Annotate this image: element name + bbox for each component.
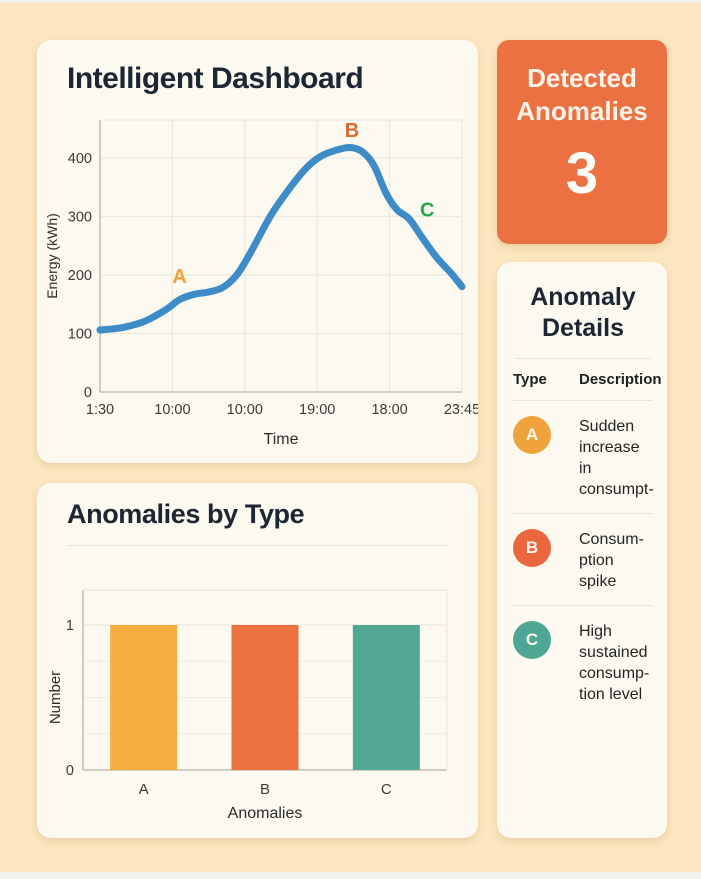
details-title-line1: Anomaly [530,283,636,311]
x-axis-title: Anomalies [228,805,303,822]
y-tick-label: 100 [68,327,92,343]
anomalies-by-type-title: Anomalies by Type [67,499,305,529]
y-axis-title: Energy (kWh) [44,213,60,299]
details-table-header: Type Description [513,359,662,401]
bytype-title-divider [67,545,448,546]
y-tick-label: 0 [84,385,92,401]
energy-line-series [96,143,466,334]
anomaly-details-title: Anomaly Details [513,282,653,344]
details-title-line2: Details [542,314,624,342]
x-tick-label: 18:00 [371,402,407,418]
bar-C [352,625,420,770]
anomaly-detail-row: A Sudden increase in consumpt- [513,401,654,513]
x-tick-label: 10:00 [227,402,263,418]
anomaly-description: Sudden increase in consumpt- [579,418,654,498]
y-tick-label: 1 [66,618,74,634]
anomaly-description: Consum-ption spike [579,531,644,590]
y-axis-title: Number [47,671,64,724]
detected-anomalies-count: 3 [565,141,599,206]
anomaly-marker-C: C [420,199,434,221]
detected-title-line2: Anomalies [516,96,648,126]
details-table-body: A Sudden increase in consumpt- B Consum-ption… [513,401,654,718]
details-header-description: Description [579,371,662,388]
details-header-type: Type [513,371,547,388]
detected-anomalies-title: Detected Anomalies [516,62,648,128]
intelligent-dashboard-card: Intelligent Dashboard A B C 0 100 200 300 400 1:… [37,40,478,463]
anomaly-marker-B: B [345,120,359,142]
y-tick-label: 300 [68,210,92,226]
bar-category-label: C [381,781,392,798]
anomaly-type-badge: A [513,416,551,454]
anomaly-detail-row: B Consum-ption spike [513,513,653,605]
bar-B [231,625,299,770]
anomaly-detail-row: C High sustained consump-tion level [513,605,653,718]
details-title-divider [515,358,651,359]
anomalies-by-type-card: Anomalies by Type A B C 0 1 Anomalies Number [37,483,478,838]
x-tick-label: 23:45 [444,402,478,418]
anomaly-type-badge: B [513,529,551,567]
bar-category-label: A [139,781,149,798]
anomaly-type-badge: C [513,621,551,659]
anomaly-description: High sustained consump-tion level [579,623,650,703]
dashboard-title: Intelligent Dashboard [67,62,364,95]
y-tick-label: 400 [68,151,92,167]
x-axis-title: Time [264,431,299,448]
x-tick-label: 1:30 [86,402,114,418]
anomaly-marker-A: A [172,266,186,288]
x-tick-label: 19:00 [299,402,335,418]
bar-category-label: B [260,781,270,798]
anomalies-bar-chart: A B C 0 1 Anomalies Number [47,589,448,822]
y-tick-label: 200 [68,268,92,284]
x-tick-label: 10:00 [154,402,190,418]
detected-anomalies-card: Detected Anomalies 3 [497,40,667,244]
detected-title-line1: Detected [527,63,637,93]
energy-line-chart: A B C 0 100 200 300 400 1:30 10:00 10:00 19:00 18:00… [44,119,478,448]
anomaly-details-card: Anomaly Details Type Description A Sudden… [497,262,667,838]
y-tick-label: 0 [66,763,74,779]
bar-A [110,625,178,770]
